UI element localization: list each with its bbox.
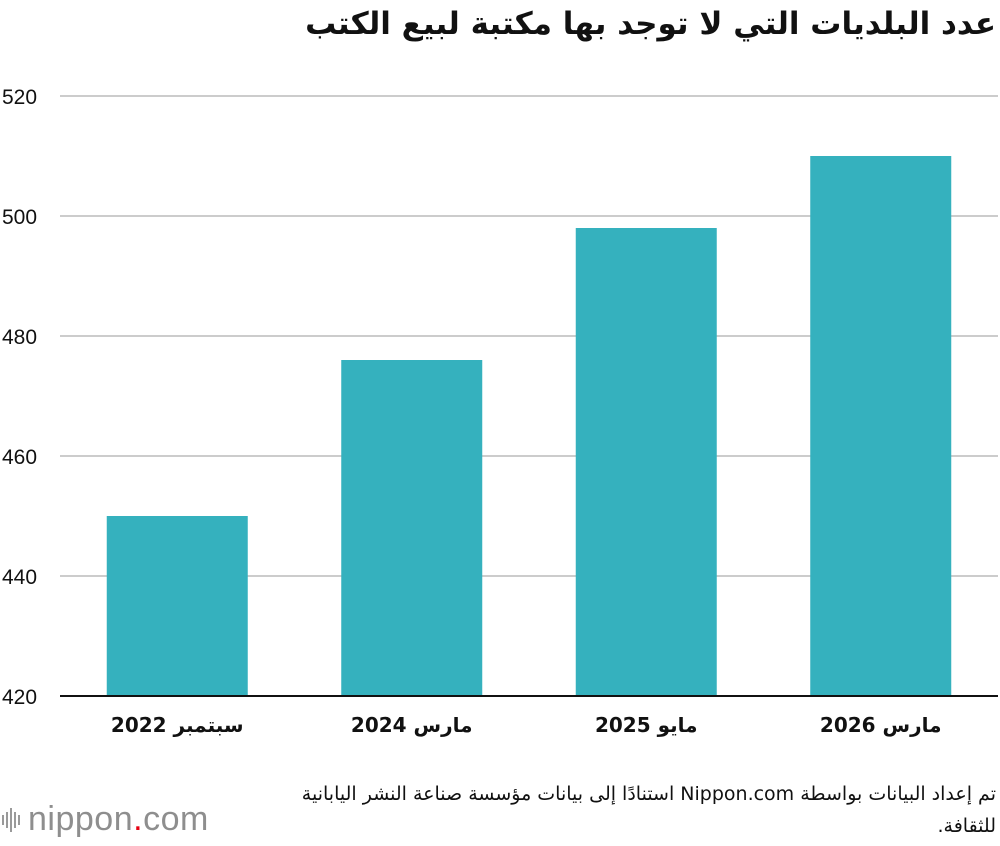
nippon-logo: nippon.com <box>2 800 209 839</box>
y-tick-label-440: 440 <box>2 566 37 589</box>
x-tick-label-4: مارس 2026 <box>820 713 942 737</box>
y-tick-label-500: 500 <box>2 206 37 229</box>
nippon-sound-bars-icon <box>2 807 20 832</box>
bar-1 <box>106 516 248 696</box>
y-tick-label-460: 460 <box>2 446 37 469</box>
bars <box>106 156 952 696</box>
y-tick-label-480: 480 <box>2 326 37 349</box>
y-tick-label-420: 420 <box>2 686 37 709</box>
bar-2 <box>341 360 483 696</box>
bar-3 <box>575 228 717 696</box>
bar-4 <box>810 156 952 696</box>
bar-chart: 420 440 460 480 500 520 سبتمبر 2022 مارس 2024 ما… <box>2 86 998 737</box>
source-note: تم إعداد البيانات بواسطة Nippon.com استن… <box>301 783 996 837</box>
tick-labels: 420 440 460 480 500 520 سبتمبر 2022 مارس 2024 ما… <box>2 86 942 737</box>
x-tick-label-3: مايو 2025 <box>595 713 698 737</box>
x-tick-label-1: سبتمبر 2022 <box>111 713 244 737</box>
chart-title: عدد البلديات التي لا توجد بها مكتبة لبيع… <box>305 6 996 42</box>
y-tick-label-520: 520 <box>2 86 37 109</box>
x-tick-label-2: مارس 2024 <box>351 713 473 737</box>
logo-text: nippon.com <box>28 800 209 838</box>
